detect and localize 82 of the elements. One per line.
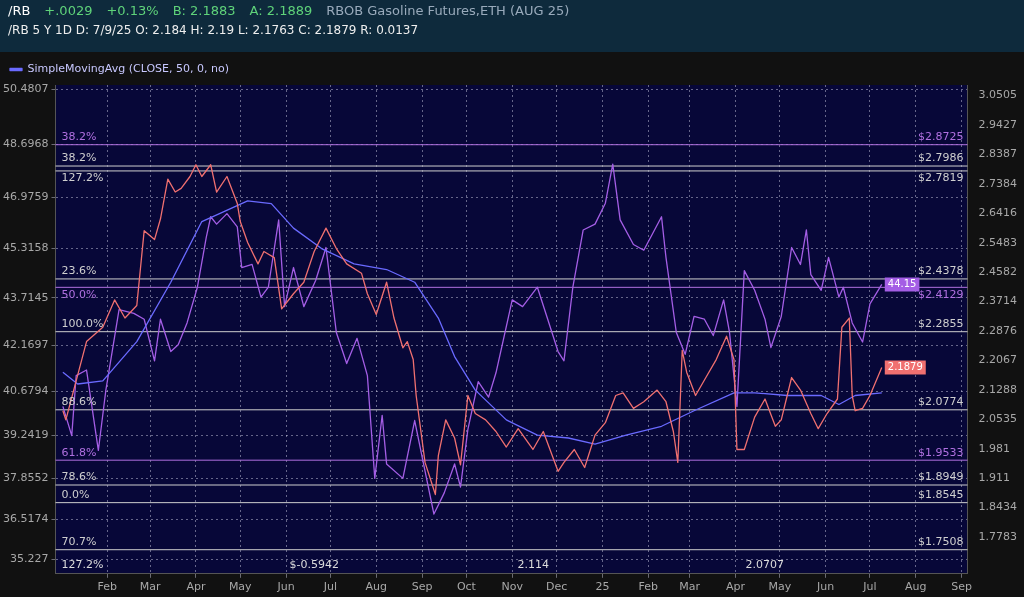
x-tick-label: Feb (638, 580, 658, 594)
x-tick-label: Nov (501, 580, 524, 594)
y2-tick-label: 2.4582 (978, 264, 1018, 278)
y2-tick-label: 2.3714 (978, 294, 1018, 308)
x-tick-label: Mar (139, 580, 161, 594)
y2-tick-label: 2.6416 (978, 206, 1018, 220)
ref-line-label: $2.0774 (918, 395, 964, 409)
y2-tick-label: 1.7783 (978, 529, 1018, 543)
y-tick-label: 40.6794 (2, 384, 49, 398)
text: +0.13% (106, 3, 159, 18)
x-tick-label: Apr (725, 580, 746, 594)
ref-line-label: $2.2855 (918, 317, 964, 331)
x-tick-label: Oct (456, 580, 477, 594)
ref-line-label: $2.7986 (918, 151, 964, 165)
ref-line-label: $1.8545 (918, 488, 964, 501)
text: +.0029 (44, 3, 93, 18)
y2-tick-label: 2.7384 (978, 176, 1018, 190)
chart-title: RBOB Gasoline Futures,ETH (AUG 25) (326, 3, 570, 18)
x-tick-label: Sep (951, 580, 972, 594)
annotation: 127.2% (61, 171, 104, 185)
annotation: $-0.5942 (289, 558, 339, 572)
x-tick-label: Apr (186, 580, 206, 594)
annotation: 0.0% (61, 488, 90, 501)
y2-tick-label: 1.981 (978, 441, 1011, 455)
x-tick-label: 25 (595, 580, 610, 594)
y-tick-label: 45.3158 (2, 241, 49, 255)
x-tick-label: May (228, 580, 253, 594)
x-tick-label: Dec (545, 580, 568, 594)
y-tick-label: 35.227 (9, 551, 49, 565)
y2-tick-label: 2.9427 (978, 117, 1018, 131)
y2-tick-label: 2.8387 (978, 147, 1018, 161)
y-tick-label: 36.5174 (2, 512, 49, 526)
annotation: 61.8% (61, 445, 97, 459)
x-tick-label: May (768, 580, 792, 594)
ref-line-label: $2.8725 (918, 130, 964, 144)
y2-tick-label: 2.1288 (978, 382, 1018, 396)
data-label: 44.15 (887, 278, 917, 290)
y-tick-label: 48.6968 (2, 137, 49, 151)
ref-line-label: $2.4378 (918, 264, 964, 278)
y2-tick-label: 2.2876 (978, 323, 1018, 337)
x-tick-label: Feb (97, 580, 117, 594)
annotation: 70.7% (61, 535, 97, 549)
x-tick-label: Jul (862, 580, 877, 594)
legend-label: SimpleMovingAvg (CLOSE, 50, 0, no) (27, 62, 229, 76)
ref-line-label: $1.9533 (918, 445, 964, 459)
text: /RB (8, 3, 31, 18)
x-tick-label: Jun (276, 580, 295, 594)
annotation: 2.114 (517, 558, 549, 572)
y-tick-label: 42.1697 (2, 338, 49, 352)
y-tick-label: 39.2419 (2, 428, 49, 442)
annotation: 2.0707 (745, 558, 785, 572)
annotation: 100.0% (61, 317, 104, 331)
x-tick-label: Mar (679, 580, 701, 594)
x-tick-label: Sep (411, 580, 433, 594)
y-tick-label: 50.4807 (2, 82, 49, 96)
annotation: 38.2% (61, 151, 97, 165)
ref-line-label: $1.7508 (918, 535, 964, 549)
x-tick-label: Aug (905, 580, 927, 594)
text: A: 2.1889 (249, 3, 313, 18)
y2-tick-label: 1.911 (978, 470, 1011, 484)
annotation: 78.6% (61, 470, 97, 484)
y-tick-label: 46.9759 (2, 190, 49, 204)
x-tick-label: Jun (816, 580, 835, 594)
y2-tick-label: 1.8434 (978, 500, 1018, 514)
x-tick-label: Jul (322, 580, 338, 594)
ref-line-label: $2.7819 (918, 171, 964, 185)
data-label: 2.1879 (887, 361, 923, 372)
annotation: 38.2% (61, 130, 97, 144)
y2-tick-label: 2.5483 (978, 235, 1018, 249)
ref-line-label: $2.4129 (918, 287, 964, 301)
y-tick-label: 37.8552 (2, 471, 49, 485)
y2-tick-label: 2.2067 (978, 353, 1018, 367)
annotation: 127.2% (61, 558, 104, 572)
y2-tick-label: 2.0535 (978, 412, 1018, 426)
x-tick-label: Aug (365, 580, 387, 594)
annotation: 23.6% (61, 264, 97, 278)
y-tick-label: 43.7145 (2, 290, 49, 304)
ref-line-label: $1.8949 (918, 470, 964, 484)
chart-subtitle: /RB 5 Y 1D D: 7/9/25 O: 2.184 H: 2.19 L: 2.1763 C: 2.1879 R: 0.0137 (8, 23, 420, 37)
annotation: 50.0% (61, 287, 97, 301)
text: B: 2.1883 (172, 3, 236, 18)
y2-tick-label: 3.0505 (978, 88, 1018, 102)
